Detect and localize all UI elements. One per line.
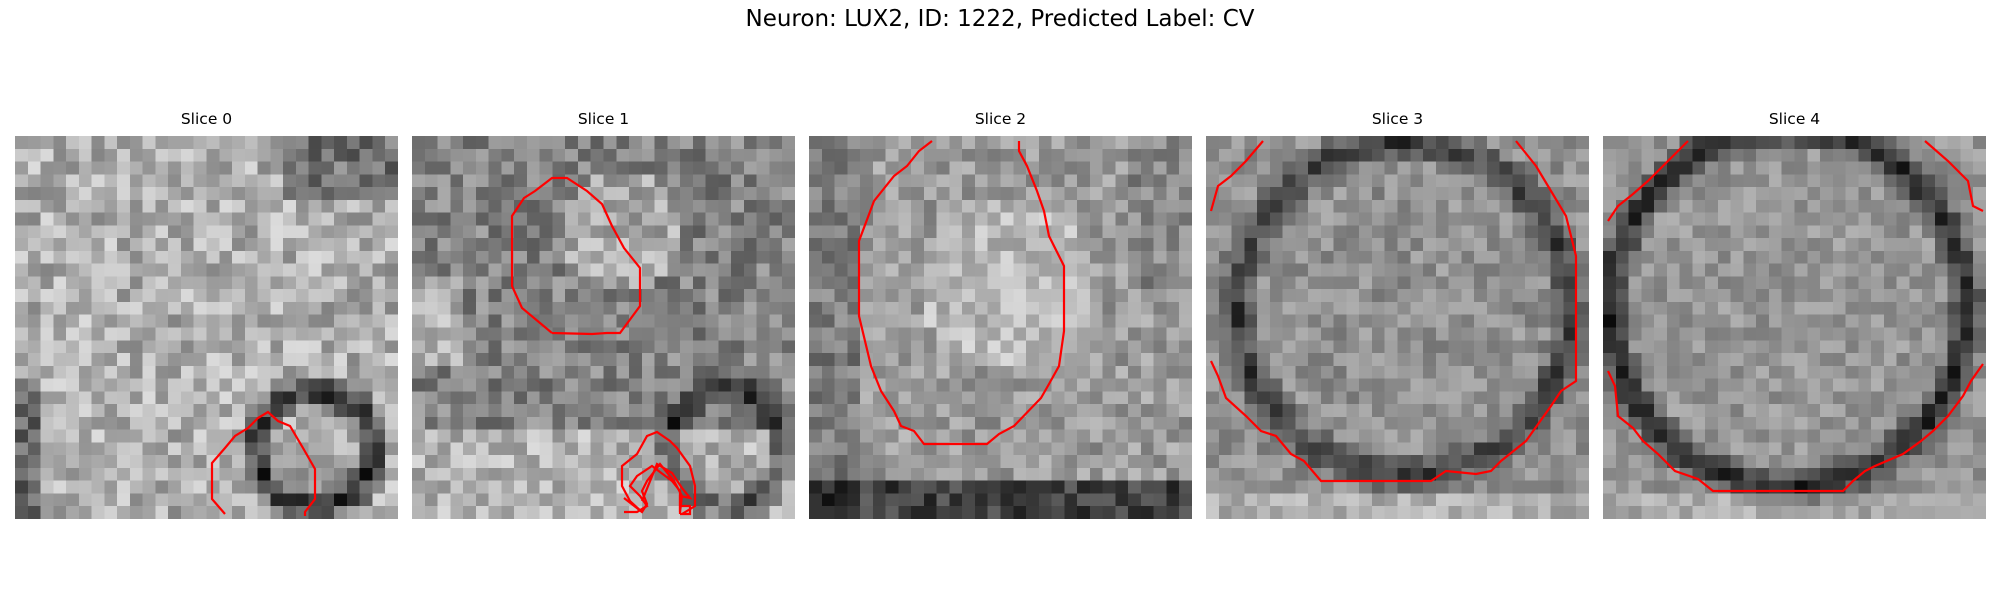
contour-line [1924,140,1984,212]
contour-overlay [1209,140,1578,483]
contour-line [1607,140,1689,222]
contour-overlay [857,140,1066,446]
grayscale-image [412,136,795,519]
contour-line [1210,140,1578,483]
contour-overlay [1607,140,1984,493]
grayscale-image [809,136,1192,519]
slice-image [15,136,398,519]
slice-title: Slice 3 [1371,110,1424,128]
slice-image [1206,136,1589,519]
contour-line [210,410,317,516]
contour-line [857,140,1066,446]
slice-title: Slice 0 [180,110,233,128]
slice-image [412,136,795,519]
slice-panel-2: Slice 2 [809,108,1192,519]
slice-panel-3: Slice 3 [1206,108,1589,519]
contour-overlay [510,176,697,516]
contour-line [620,430,697,515]
slice-panel-4: Slice 4 [1603,108,1986,519]
grayscale-image [1206,136,1589,519]
contour-line [624,464,692,516]
slice-panel-1: Slice 1 [412,108,795,519]
contour-line [1209,140,1264,212]
contour-overlay [210,410,317,516]
slice-title: Slice 4 [1768,110,1821,128]
slice-image [809,136,1192,519]
slice-image [1603,136,1986,519]
slice-title: Slice 1 [577,110,630,128]
grayscale-image [1603,136,1986,519]
grayscale-image [15,136,398,519]
slice-panel-0: Slice 0 [15,108,398,519]
contour-line [510,176,642,336]
slice-title: Slice 2 [974,110,1027,128]
contour-line [1607,363,1984,493]
figure-title: Neuron: LUX2, ID: 1222, Predicted Label:… [745,6,1255,32]
